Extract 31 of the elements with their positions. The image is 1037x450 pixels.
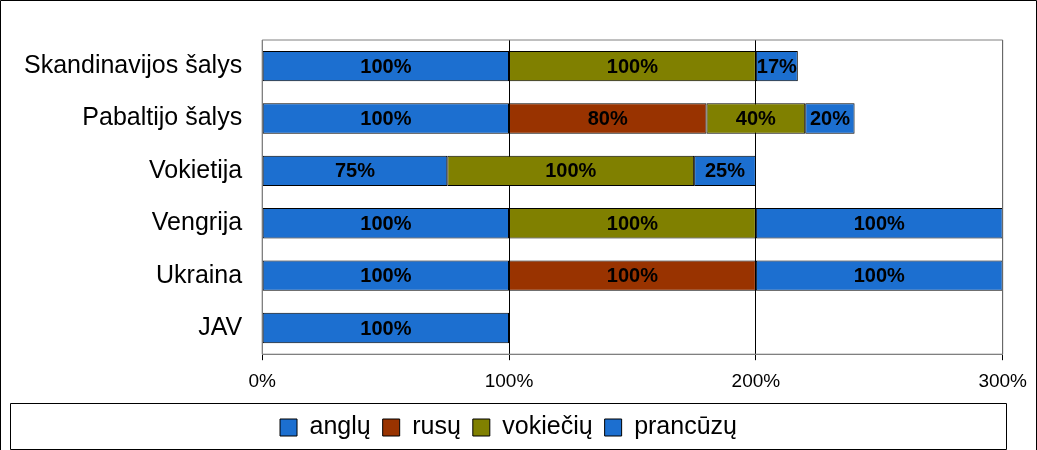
data-label: 100%: [360, 316, 412, 339]
data-label: 80%: [587, 107, 628, 130]
data-label: 100%: [360, 264, 412, 287]
data-label: 100%: [360, 211, 412, 234]
data-label: 20%: [809, 107, 851, 130]
legend-label: rusų: [412, 411, 461, 440]
y-tick-label: Ukraina: [156, 259, 243, 288]
y-tick-label: Skandinavijos šalys: [23, 50, 243, 79]
x-tick-label: 100%: [484, 369, 534, 391]
x-tick-label: 300%: [978, 369, 1028, 391]
data-label: 100%: [606, 54, 659, 77]
data-label: 100%: [360, 107, 412, 130]
data-label: 100%: [853, 264, 906, 287]
data-label: 25%: [704, 159, 746, 182]
legend-label: prancūzų: [634, 411, 737, 440]
data-label: 40%: [735, 107, 777, 130]
data-label: 100%: [606, 264, 659, 287]
legend-label: anglų: [309, 411, 371, 440]
data-label: 100%: [853, 211, 906, 234]
y-tick-label: Vengrija: [151, 207, 243, 236]
y-tick-label: Vokietija: [149, 154, 243, 183]
legend-label: vokiečių: [502, 411, 593, 440]
data-label: 100%: [360, 54, 412, 77]
data-label: 100%: [606, 211, 659, 234]
x-tick-label: 0%: [248, 369, 276, 391]
data-label: 100%: [545, 159, 597, 182]
y-tick-label: JAV: [198, 311, 243, 340]
data-label: 75%: [334, 159, 376, 182]
x-tick-label: 200%: [731, 369, 781, 391]
y-tick-label: Pabaltijo šalys: [82, 102, 243, 131]
data-label: 17%: [756, 54, 798, 77]
